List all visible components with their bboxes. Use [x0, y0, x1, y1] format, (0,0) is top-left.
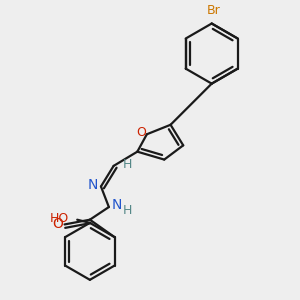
Text: H: H: [123, 204, 133, 217]
Text: N: N: [112, 199, 122, 212]
Text: HO: HO: [50, 212, 69, 225]
Text: O: O: [136, 126, 146, 139]
Text: Br: Br: [206, 4, 220, 16]
Text: O: O: [52, 218, 63, 231]
Text: N: N: [88, 178, 98, 192]
Text: H: H: [123, 158, 133, 171]
